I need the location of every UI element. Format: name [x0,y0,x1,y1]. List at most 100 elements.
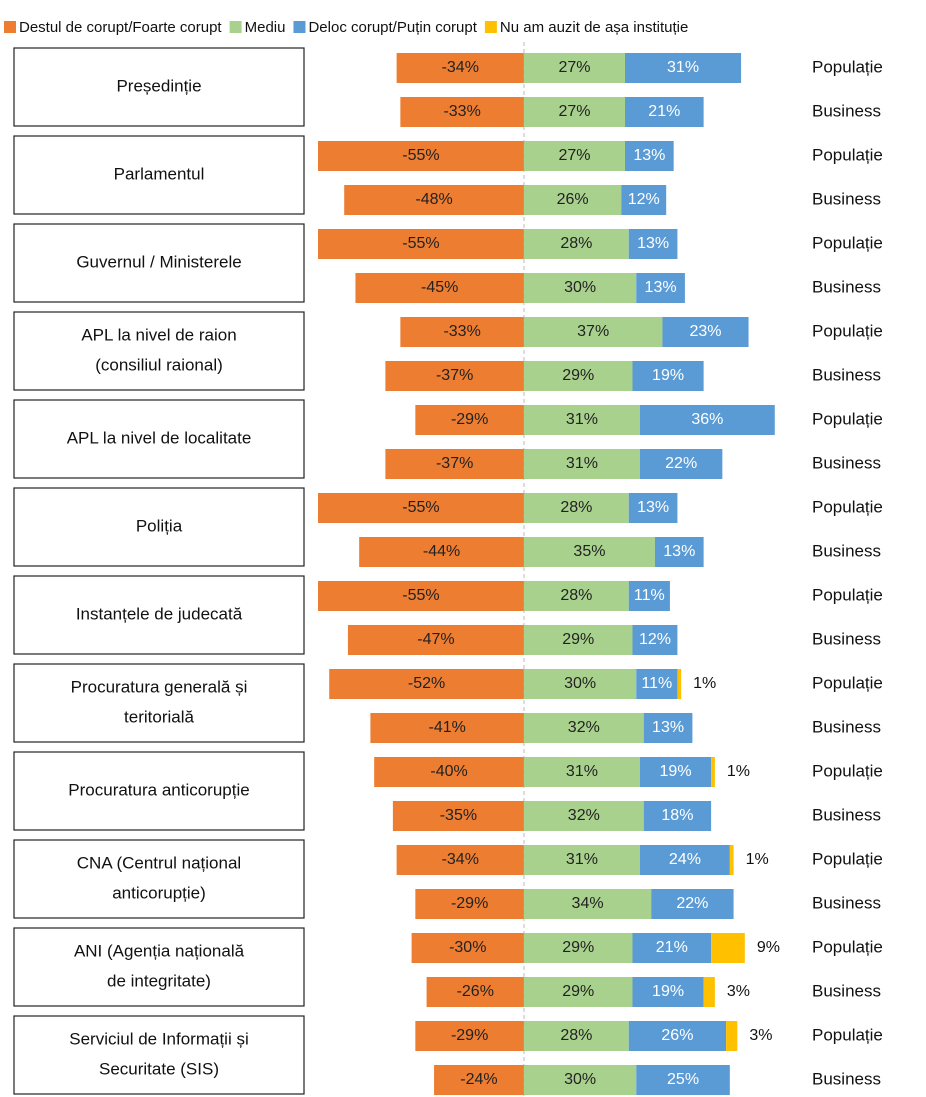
value-label: 29% [562,631,594,648]
row-label: Populație [812,57,883,76]
row-label: Populație [812,673,883,692]
row-label: Business [812,101,881,120]
group-box [13,927,305,1007]
value-label: -29% [451,411,488,428]
bar-segment [385,361,524,391]
bar-segment [434,1065,524,1095]
value-label: 34% [572,895,604,912]
bar-segment [632,977,704,1007]
group-label: Procuratura anticorupție [68,780,249,799]
bar-segment [347,625,524,655]
bar-segment [523,449,640,479]
value-label: -55% [402,147,439,164]
bar-segment [632,625,678,655]
value-label: -30% [449,939,486,956]
bar-segment [523,1021,629,1051]
group-label: Instanțele de judecată [76,604,243,623]
bar-segment [523,713,644,743]
value-label: -34% [442,851,479,868]
bar-segment [396,845,524,875]
value-label: 28% [560,499,592,516]
group-box [13,487,305,567]
bar-segment [636,273,685,303]
bar-segment [400,317,524,347]
value-label: -34% [442,59,479,76]
bar-segment [396,53,524,83]
bar-segment [359,537,524,567]
value-label: 3% [727,983,750,1000]
value-label: 32% [568,719,600,736]
row-label: Business [812,981,881,1000]
bar-segment [415,1021,524,1051]
value-label: -33% [443,323,480,340]
legend-label: Mediu [245,19,286,36]
bar-segment [639,845,730,875]
row-label: Populație [812,233,883,252]
group-label: Președinție [116,76,201,95]
row-label: Business [812,189,881,208]
value-label: 24% [669,851,701,868]
bar-segment [636,669,678,699]
value-label: 19% [660,763,692,780]
bar-segment [654,537,704,567]
bar-segment [415,405,524,435]
value-label: 28% [560,235,592,252]
value-label: -26% [457,983,494,1000]
value-label: 1% [727,763,750,780]
bar-segment [625,141,674,171]
value-label: 31% [566,851,598,868]
bar-segment [711,933,745,963]
value-label: 30% [564,279,596,296]
value-label: 26% [557,191,589,208]
value-label: -52% [408,675,445,692]
group-label: teritorială [124,707,194,726]
bar-segment [523,757,640,787]
bar-segment [318,493,524,523]
value-label: 28% [560,587,592,604]
legend-swatch [4,21,16,33]
value-label: 27% [558,103,590,120]
bar-segment [628,493,678,523]
value-label: 31% [566,411,598,428]
legend-label: Deloc corupt/Puțin corupt [308,19,477,36]
bar-segment [523,1065,637,1095]
value-label: 13% [637,235,669,252]
value-label: 13% [637,499,669,516]
value-label: 13% [663,543,695,560]
row-label: Populație [812,937,883,956]
bar-segment [632,361,704,391]
value-label: -35% [440,807,477,824]
value-label: -37% [436,455,473,472]
bar-segment [677,669,682,699]
group-label: de integritate) [107,971,211,990]
group-label: Securitate (SIS) [99,1059,219,1078]
value-label: 27% [558,147,590,164]
group-box [13,311,305,391]
row-label: Populație [812,1025,883,1044]
value-label: 29% [562,367,594,384]
value-label: 13% [652,719,684,736]
bar-segment [636,1065,730,1095]
bar-segment [318,581,524,611]
row-label: Business [812,717,881,736]
bar-segment [639,449,723,479]
value-label: -41% [428,719,465,736]
row-label: Populație [812,849,883,868]
value-label: 11% [634,587,665,604]
value-label: 29% [562,983,594,1000]
bar-segment [329,669,524,699]
bar-segment [639,405,775,435]
value-label: -44% [423,543,460,560]
value-label: 11% [641,675,672,692]
value-label: 13% [645,279,677,296]
row-label: Business [812,805,881,824]
row-label: Populație [812,497,883,516]
group-label: Poliția [136,516,183,535]
bar-segment [523,669,637,699]
bar-segment [523,933,633,963]
row-label: Business [812,277,881,296]
group-label: anticorupție) [112,883,206,902]
value-label: 19% [652,983,684,1000]
group-label: APL la nivel de localitate [67,428,252,447]
